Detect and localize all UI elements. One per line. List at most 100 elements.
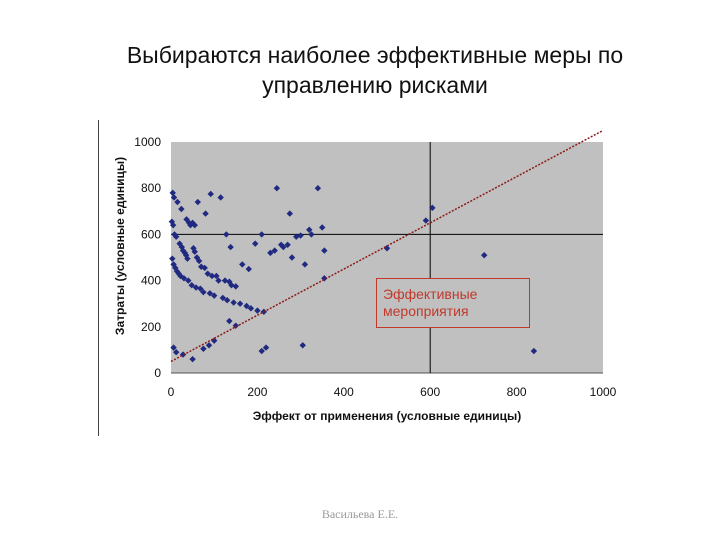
data-point <box>429 204 436 212</box>
data-point <box>169 255 176 262</box>
data-point <box>258 347 265 355</box>
annotation-line-1: Эффективные <box>383 286 478 302</box>
data-point <box>254 307 261 314</box>
annotation-line-2: мероприятия <box>383 303 469 319</box>
data-point <box>217 194 224 201</box>
data-point <box>187 221 194 229</box>
data-point <box>273 185 281 192</box>
footer-author: Васильева Е.Е. <box>321 507 399 521</box>
data-point <box>188 282 195 289</box>
data-point <box>211 292 218 299</box>
data-point <box>530 347 538 355</box>
data-point <box>286 210 293 217</box>
x-tick-label: 600 <box>420 385 440 399</box>
data-point <box>205 342 213 349</box>
data-point <box>202 210 209 217</box>
data-point <box>206 290 214 297</box>
data-point <box>200 288 207 296</box>
data-point <box>197 285 204 292</box>
data-point <box>422 217 430 224</box>
data-point <box>184 255 191 262</box>
slide-title: Выбираются наиболее эффективные меры по … <box>60 40 690 100</box>
y-tick-label: 200 <box>141 320 161 334</box>
data-point <box>201 264 208 272</box>
data-point <box>172 349 180 356</box>
data-point <box>169 189 176 197</box>
annotation-box: Эффективные мероприятия <box>376 278 530 328</box>
data-point <box>180 275 188 282</box>
data-point <box>258 231 265 238</box>
data-point <box>170 344 177 351</box>
x-tick-labels: 0 200 400 600 800 1000 <box>168 385 617 399</box>
data-point <box>189 355 196 363</box>
data-point <box>321 247 328 254</box>
data-point <box>271 247 278 254</box>
data-point <box>299 342 306 349</box>
data-point <box>267 249 274 257</box>
data-point <box>226 317 233 325</box>
data-point <box>288 254 296 261</box>
data-point <box>200 345 207 352</box>
data-point <box>185 277 192 284</box>
data-point <box>195 257 203 265</box>
data-point <box>236 300 244 307</box>
data-point <box>227 243 234 251</box>
x-tick-label: 1000 <box>590 385 617 399</box>
data-point <box>215 277 222 284</box>
data-point <box>191 221 198 229</box>
x-tick-label: 400 <box>334 385 354 399</box>
slide-title-line-1: Выбираются наиболее эффективные меры по <box>126 42 624 68</box>
y-tick-label: 400 <box>141 274 161 288</box>
y-tick-labels: 0 200 400 600 800 1000 <box>134 135 161 380</box>
x-axis-label: Эффект от применения (условные единицы) <box>253 409 522 423</box>
x-tick-label: 800 <box>507 385 527 399</box>
data-point <box>308 231 315 238</box>
slide-title-line-2: управлению рисками <box>262 72 488 98</box>
x-tick-label: 0 <box>168 385 175 399</box>
data-point <box>194 198 201 206</box>
data-point <box>174 198 181 206</box>
data-point <box>219 294 227 302</box>
data-point <box>314 185 322 192</box>
trend-line <box>170 129 604 363</box>
y-axis-label: Затраты (условные единицы) <box>113 157 127 335</box>
plot-area <box>171 142 603 373</box>
data-point <box>178 205 185 213</box>
data-point <box>306 226 313 233</box>
data-point <box>245 265 252 273</box>
data-point <box>213 272 220 280</box>
data-point <box>301 261 309 268</box>
data-point <box>170 194 178 201</box>
data-point <box>183 216 190 223</box>
data-point <box>284 241 291 248</box>
data-point <box>173 268 181 275</box>
y-tick-label: 1000 <box>134 135 161 149</box>
data-point <box>262 344 270 351</box>
data-point <box>207 190 214 198</box>
y-tick-label: 800 <box>141 181 161 195</box>
data-point <box>252 240 259 247</box>
data-point <box>232 283 239 290</box>
y-tick-label: 0 <box>154 366 161 380</box>
data-point <box>204 270 211 277</box>
y-tick-label: 600 <box>141 227 161 241</box>
data-point <box>297 232 304 239</box>
data-point <box>277 241 285 248</box>
x-tick-label: 200 <box>247 385 267 399</box>
data-points <box>168 185 538 363</box>
data-point <box>319 224 326 231</box>
data-point <box>230 299 237 306</box>
data-point <box>192 284 200 291</box>
data-point <box>247 305 255 312</box>
data-point <box>243 302 250 310</box>
data-point <box>481 251 488 259</box>
data-point <box>185 219 193 227</box>
data-point <box>223 297 231 304</box>
data-point <box>191 248 198 255</box>
data-point <box>172 233 180 240</box>
data-point <box>169 221 177 229</box>
data-point <box>223 231 230 238</box>
data-point <box>208 272 216 280</box>
data-point <box>239 261 246 268</box>
